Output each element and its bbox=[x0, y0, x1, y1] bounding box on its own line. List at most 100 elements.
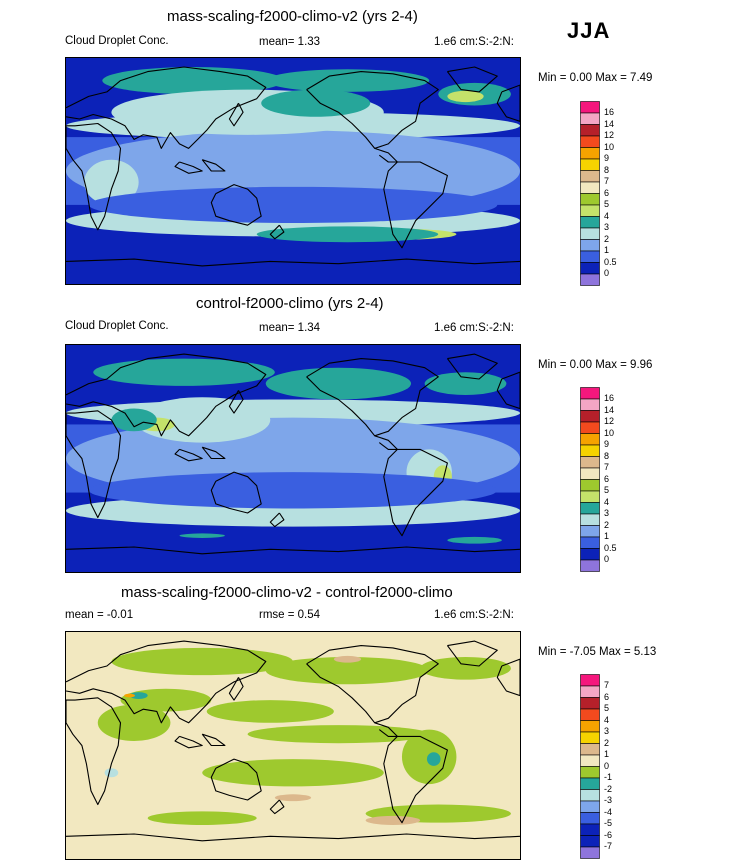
colorbar-tick-label: 0.5 bbox=[604, 256, 617, 267]
colorbar-swatch bbox=[580, 548, 600, 561]
field-contour bbox=[265, 367, 412, 400]
colorbar-swatch bbox=[580, 204, 600, 217]
coastline bbox=[210, 471, 262, 514]
colorbar-swatch bbox=[580, 490, 600, 503]
colorbar-tick-label: 1 bbox=[604, 749, 610, 759]
colorbar-tick-label: 7 bbox=[604, 462, 610, 472]
field-contour bbox=[256, 226, 439, 243]
colorbar-tick-label: 10 bbox=[604, 427, 615, 438]
coastline bbox=[446, 640, 498, 667]
colorbar-swatch bbox=[580, 513, 600, 526]
field-contour bbox=[66, 551, 520, 572]
panel-3-units: 1.e6 cm:S:-2:N: bbox=[434, 609, 514, 621]
colorbar-tick-label: 14 bbox=[604, 404, 615, 415]
colorbar-swatch bbox=[580, 124, 600, 137]
field-contour bbox=[66, 263, 520, 284]
colorbar-swatch bbox=[580, 789, 600, 802]
colorbar-swatch bbox=[580, 708, 600, 721]
coastline bbox=[306, 71, 439, 149]
colorbar-swatch bbox=[580, 398, 600, 411]
panel-2-map bbox=[65, 344, 521, 573]
coastline bbox=[66, 697, 122, 806]
colorbar-tick-label: 2 bbox=[604, 519, 610, 530]
field-contour bbox=[124, 693, 136, 698]
colorbar-swatch bbox=[580, 754, 600, 767]
coastline bbox=[496, 658, 520, 697]
colorbar-swatch bbox=[580, 525, 600, 538]
coastline bbox=[201, 733, 226, 747]
coastline bbox=[174, 735, 203, 749]
colorbar-tick-label: 2 bbox=[604, 233, 610, 244]
coastline bbox=[66, 546, 520, 555]
panel-1-minmax: Min = 0.00 Max = 7.49 bbox=[538, 72, 653, 84]
colorbar-swatch bbox=[580, 112, 600, 125]
field-contour bbox=[447, 536, 502, 544]
colorbar-tick-label: 5 bbox=[604, 199, 610, 209]
colorbar-swatch bbox=[580, 147, 600, 160]
field-contour bbox=[104, 768, 119, 778]
colorbar-swatch bbox=[580, 697, 600, 710]
coastline bbox=[66, 833, 520, 842]
colorbar-tick-label: 16 bbox=[604, 393, 615, 403]
colorbar-tick-label: -7 bbox=[604, 841, 613, 851]
panel-1-mean: mean= 1.33 bbox=[259, 36, 321, 48]
field-contour bbox=[365, 815, 421, 825]
coastline bbox=[446, 66, 498, 93]
panel-1-colorbar: 16 14 12 10 9 8 7 6 5 4 3 2 1 0.5 0 bbox=[580, 101, 640, 286]
panel-3-minmax: Min = -7.05 Max = 5.13 bbox=[538, 646, 657, 658]
colorbar-tick-label: 1 bbox=[604, 531, 610, 541]
colorbar-tick-label: 14 bbox=[604, 118, 615, 129]
coastline bbox=[306, 358, 439, 437]
colorbar-swatch bbox=[580, 456, 600, 469]
colorbar-tick-label: 0 bbox=[604, 760, 610, 771]
field-contour bbox=[102, 67, 284, 95]
coastline bbox=[174, 161, 203, 174]
field-contour bbox=[147, 811, 257, 825]
coastline bbox=[269, 224, 285, 240]
field-contour bbox=[179, 533, 225, 538]
panel-1-title: mass-scaling-f2000-climo-v2 (yrs 2-4) bbox=[167, 8, 418, 25]
field-contour bbox=[202, 759, 384, 787]
panel-3-colorbar: 7 6 5 4 3 2 1 0 -1 -2 -3 -4 -5 -6 -7 bbox=[580, 674, 640, 859]
panel-2-mean: mean= 1.34 bbox=[259, 322, 321, 334]
colorbar-swatch bbox=[580, 239, 600, 252]
colorbar-tick-label: 12 bbox=[604, 130, 615, 140]
field-contour bbox=[247, 725, 430, 744]
panel-1-map bbox=[65, 57, 521, 285]
colorbar-tick-label: 1 bbox=[604, 245, 610, 255]
colorbar-swatch bbox=[580, 743, 600, 756]
coastline bbox=[66, 410, 122, 519]
colorbar-swatch bbox=[580, 227, 600, 240]
colorbar-swatch bbox=[580, 685, 600, 698]
field-contour bbox=[274, 794, 312, 802]
colorbar-swatch bbox=[580, 101, 600, 114]
field-contour bbox=[129, 692, 148, 699]
panel-2-colorbar: 16 14 12 10 9 8 7 6 5 4 3 2 1 0.5 0 bbox=[580, 387, 640, 572]
colorbar-swatch bbox=[580, 777, 600, 790]
colorbar-tick-label: 5 bbox=[604, 703, 610, 713]
colorbar-swatch bbox=[580, 216, 600, 229]
coastline bbox=[201, 446, 226, 460]
coastline bbox=[174, 448, 203, 462]
colorbar-swatch bbox=[580, 262, 600, 275]
colorbar-swatch bbox=[580, 800, 600, 813]
coastline bbox=[269, 799, 285, 815]
panel-1-units: 1.e6 cm:S:-2:N: bbox=[434, 36, 514, 48]
field-contour bbox=[88, 472, 498, 509]
panel-3-mean: mean = -0.01 bbox=[65, 609, 134, 621]
panel-3-rmse: rmse = 0.54 bbox=[259, 609, 321, 621]
panel-3-map bbox=[65, 631, 521, 860]
colorbar-swatch bbox=[580, 479, 600, 492]
colorbar-swatch bbox=[580, 433, 600, 446]
panel-2-units: 1.e6 cm:S:-2:N: bbox=[434, 322, 514, 334]
colorbar-swatch bbox=[580, 467, 600, 480]
colorbar-swatch bbox=[580, 674, 600, 687]
field-contour bbox=[447, 90, 484, 103]
coastline bbox=[306, 645, 439, 724]
colorbar-swatch bbox=[580, 835, 600, 848]
field-contour bbox=[111, 408, 157, 432]
coastline bbox=[496, 84, 520, 122]
colorbar-swatch bbox=[580, 193, 600, 206]
field-contour bbox=[93, 358, 275, 386]
field-contour bbox=[420, 656, 511, 680]
